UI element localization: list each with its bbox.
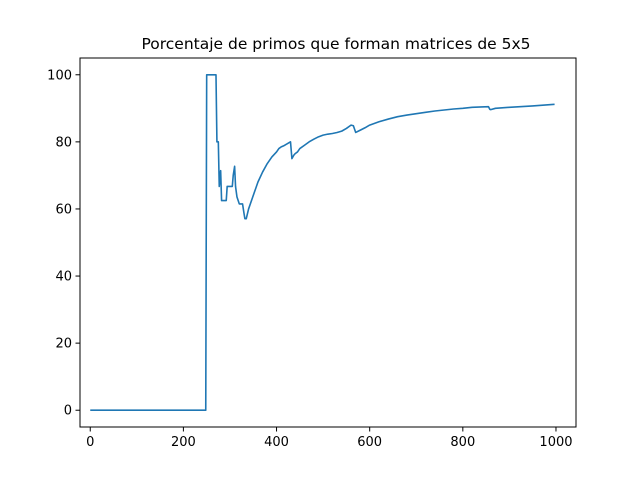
y-axis: 0 20 40 60 80 100 bbox=[47, 68, 80, 419]
chart-title: Porcentaje de primos que forman matrices… bbox=[141, 35, 530, 53]
x-tick-label: 200 bbox=[171, 435, 196, 450]
plot-area bbox=[90, 73, 555, 412]
y-tick-label: 0 bbox=[64, 404, 72, 419]
y-tick-label: 40 bbox=[55, 270, 72, 285]
y-tick-label: 100 bbox=[47, 68, 72, 83]
x-axis: 0 200 400 600 800 1000 bbox=[86, 427, 573, 450]
axes-frame bbox=[79, 57, 577, 428]
y-tick-label: 60 bbox=[55, 202, 72, 217]
x-tick-label: 600 bbox=[357, 435, 382, 450]
y-tick-label: 20 bbox=[55, 337, 72, 352]
x-tick-label: 1000 bbox=[539, 435, 572, 450]
x-tick-label: 400 bbox=[264, 435, 289, 450]
x-tick-label: 800 bbox=[450, 435, 475, 450]
x-tick-label: 0 bbox=[86, 435, 94, 450]
series-line-0 bbox=[90, 73, 555, 412]
y-tick-label: 80 bbox=[55, 135, 72, 150]
